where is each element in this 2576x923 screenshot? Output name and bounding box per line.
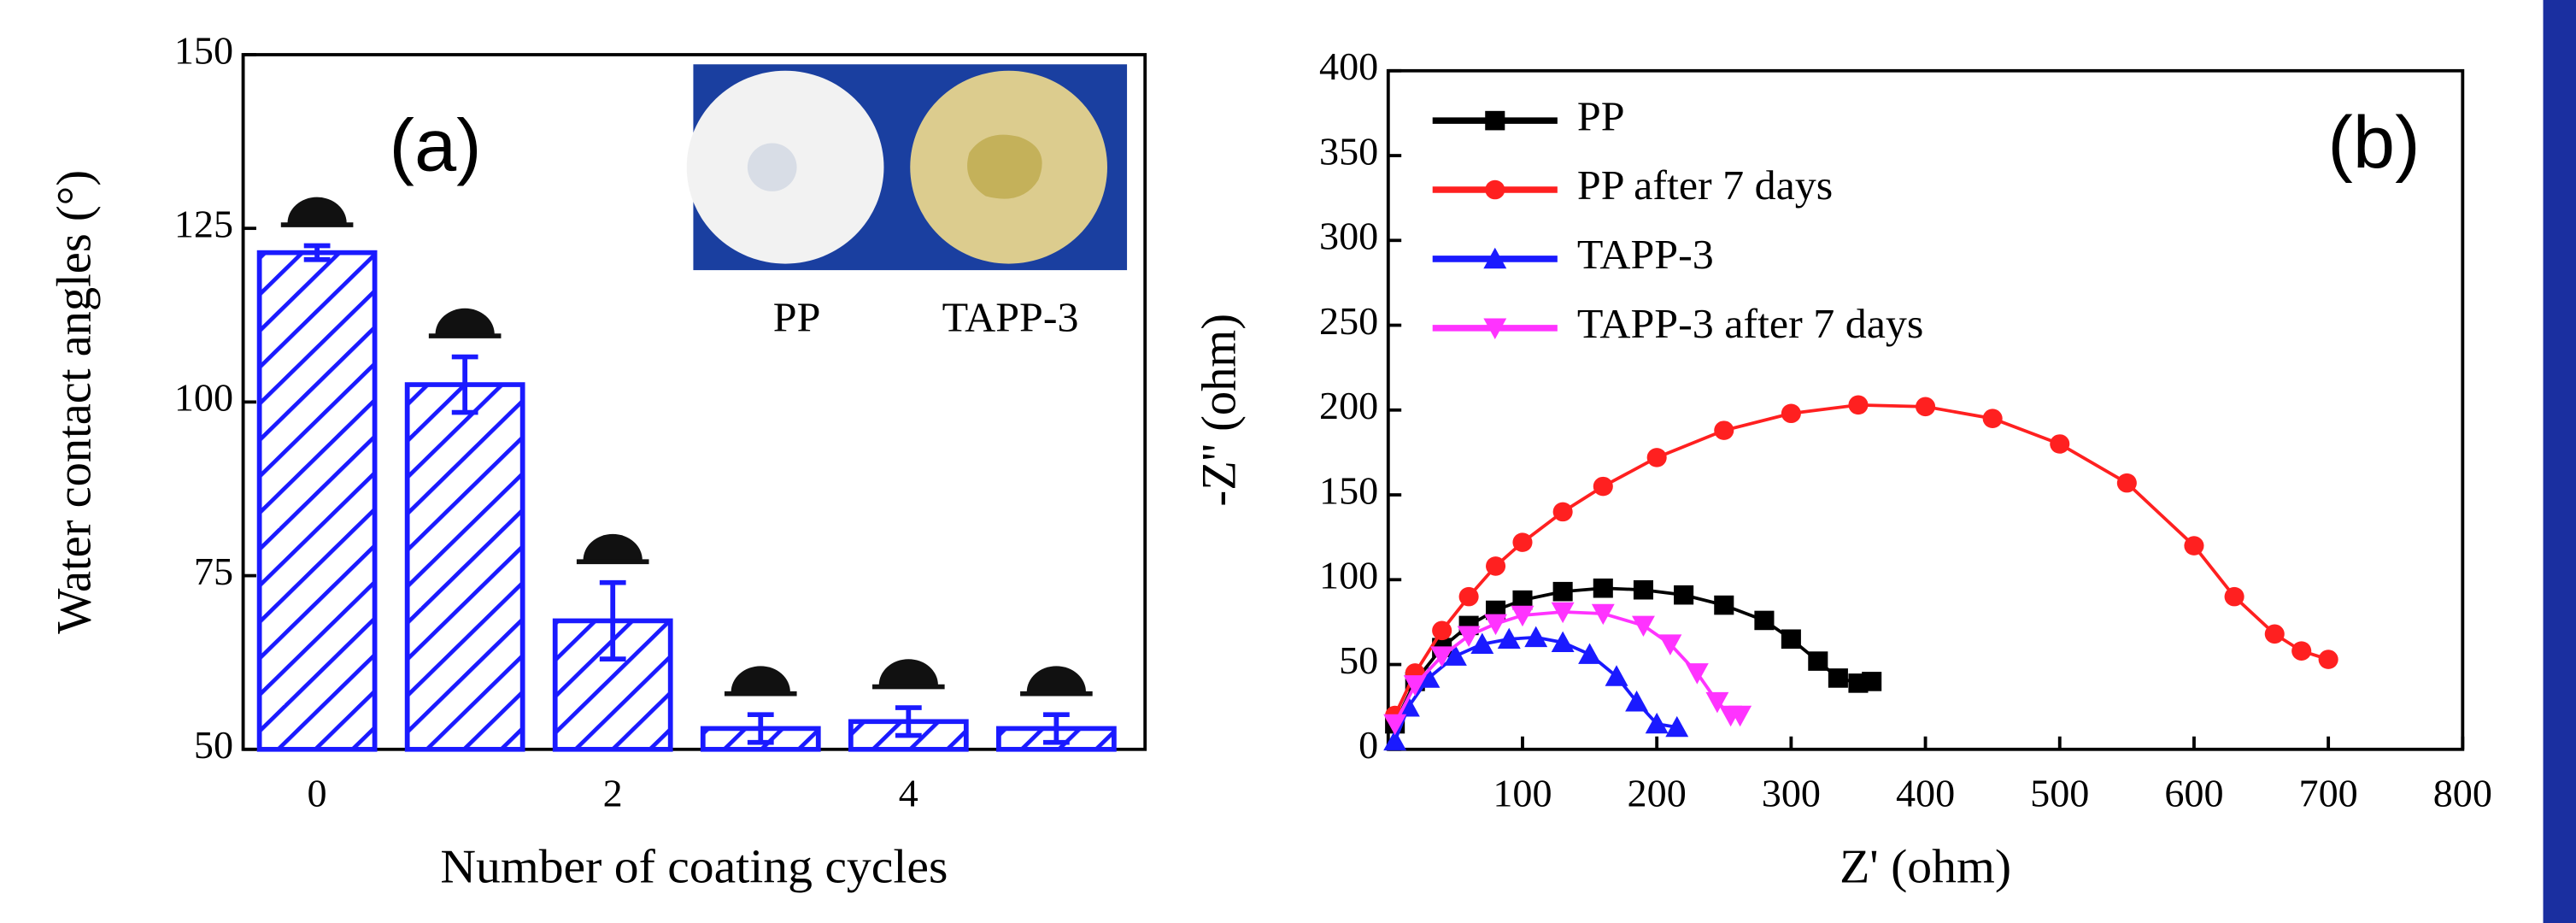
x-tick-label: 100 — [1493, 772, 1552, 814]
marker — [1674, 585, 1693, 605]
droplet — [879, 659, 938, 685]
marker — [1459, 587, 1479, 607]
y-tick-label: 200 — [1319, 385, 1378, 427]
droplet — [584, 534, 643, 560]
y-axis-label: -Z'' (ohm) — [1192, 314, 1247, 507]
marker — [2117, 473, 2137, 493]
marker — [1808, 651, 1828, 671]
x-axis-label: Z' (ohm) — [1840, 840, 2011, 893]
panel-label: (b) — [2327, 101, 2420, 184]
x-tick-label: 4 — [899, 772, 918, 814]
marker — [1754, 611, 1774, 631]
x-tick-label: 2 — [603, 772, 623, 814]
marker — [1485, 180, 1505, 200]
marker — [1553, 582, 1573, 602]
x-axis-label: Number of coating cycles — [440, 840, 948, 893]
y-tick-label: 250 — [1319, 299, 1378, 342]
legend-label: TAPP-3 after 7 days — [1577, 301, 1923, 347]
y-tick-label: 125 — [174, 203, 233, 245]
marker — [1632, 616, 1655, 637]
marker — [1714, 420, 1734, 440]
marker — [1781, 629, 1801, 649]
figure: 50 75 100 125 150 0 2 4 Number of coating cycles… — [0, 0, 2576, 923]
marker — [2184, 536, 2203, 556]
marker — [1714, 596, 1734, 615]
marker — [1828, 668, 1848, 688]
marker — [1486, 556, 1505, 576]
marker — [1593, 579, 1613, 598]
x-tick-label: 500 — [2030, 772, 2089, 814]
panel-label: (a) — [389, 104, 481, 187]
droplet — [287, 197, 346, 223]
marker — [2225, 587, 2244, 607]
marker — [1686, 663, 1709, 684]
x-tick-label: 0 — [308, 772, 327, 814]
y-tick-label: 100 — [174, 376, 233, 419]
x-tick-label: 200 — [1628, 772, 1687, 814]
marker — [1634, 580, 1653, 600]
droplet — [436, 309, 495, 334]
x-tick-label: 400 — [1896, 772, 1955, 814]
marker — [1983, 409, 2003, 428]
marker — [1647, 448, 1667, 467]
y-tick-label: 50 — [194, 724, 233, 767]
x-tick-label: 300 — [1762, 772, 1821, 814]
inset-label: PP — [773, 294, 821, 340]
x-tick-label: 600 — [2164, 772, 2223, 814]
marker — [1862, 672, 1881, 691]
series-line — [1395, 405, 2328, 715]
inset-photo — [687, 64, 1127, 270]
marker — [1432, 621, 1452, 641]
x-tick-label: 700 — [2299, 772, 2358, 814]
y-axis-label: Water contact angles (°) — [47, 170, 102, 634]
inset-label: TAPP-3 — [942, 294, 1079, 340]
marker — [1593, 477, 1613, 497]
y-tick-label: 300 — [1319, 215, 1378, 257]
marker — [1848, 396, 1868, 415]
legend-label: PP — [1577, 93, 1625, 139]
y-tick-label: 0 — [1358, 724, 1378, 767]
y-tick-label: 50 — [1339, 638, 1378, 681]
marker — [2291, 641, 2311, 661]
legend-label: PP after 7 days — [1577, 162, 1833, 209]
side-strip — [2544, 0, 2576, 923]
legend-label: TAPP-3 — [1577, 232, 1714, 278]
marker — [2319, 650, 2338, 669]
droplet — [731, 666, 790, 691]
marker — [1553, 503, 1573, 522]
droplet — [1027, 666, 1086, 691]
x-tick-label: 800 — [2433, 772, 2492, 814]
bar — [260, 253, 375, 750]
y-tick-label: 75 — [194, 550, 233, 592]
marker — [1484, 614, 1507, 635]
y-tick-label: 100 — [1319, 554, 1378, 597]
marker — [1512, 532, 1532, 552]
marker — [2050, 434, 2069, 454]
y-tick-label: 350 — [1319, 130, 1378, 173]
y-tick-label: 150 — [174, 29, 233, 72]
y-tick-label: 150 — [1319, 469, 1378, 512]
marker — [1578, 643, 1601, 663]
marker — [2265, 625, 2285, 644]
bar — [408, 385, 523, 750]
marker — [1485, 111, 1505, 131]
marker — [1916, 397, 1935, 417]
y-tick-label: 400 — [1319, 45, 1378, 88]
marker — [1781, 403, 1801, 423]
